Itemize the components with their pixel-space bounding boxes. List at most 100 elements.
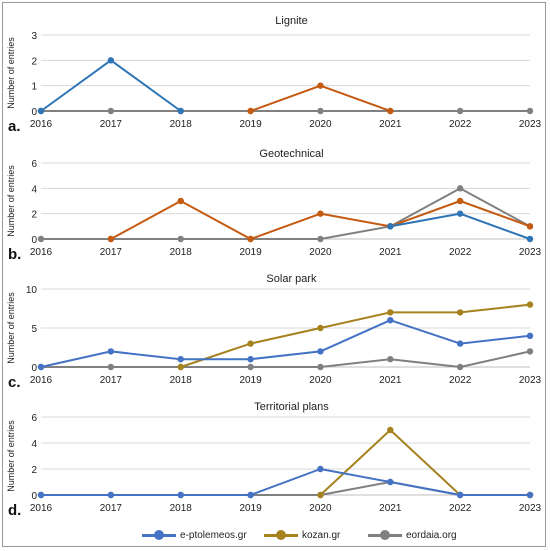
data-point <box>177 197 184 205</box>
x-tick-label: 2019 <box>239 247 262 258</box>
x-tick-label: 2022 <box>449 375 472 386</box>
data-point <box>247 363 254 371</box>
x-tick-label: 2022 <box>449 503 472 514</box>
data-point <box>177 107 184 115</box>
data-point <box>177 491 184 499</box>
x-tick-label: 2021 <box>379 503 402 514</box>
y-tick-label: 6 <box>31 159 37 170</box>
data-point <box>456 185 464 192</box>
chart-title: Solar park <box>266 273 317 285</box>
data-point <box>456 340 464 347</box>
data-point <box>387 317 394 324</box>
legend-swatch-icon <box>264 528 298 542</box>
data-point <box>387 356 394 363</box>
x-tick-label: 2017 <box>100 503 123 514</box>
chart-title: Geotechnical <box>259 148 323 160</box>
y-tick-label: 4 <box>31 184 37 195</box>
chart-title: Lignite <box>275 15 307 27</box>
data-point <box>317 363 324 371</box>
y-axis-label: Number of entries <box>6 37 16 109</box>
legend-label: eordaia.org <box>406 529 457 541</box>
data-point <box>387 478 394 486</box>
figure-frame <box>2 2 546 547</box>
data-point <box>317 235 324 243</box>
y-tick-label: 2 <box>31 56 37 67</box>
data-point <box>526 223 534 230</box>
y-tick-label: 1 <box>31 82 37 93</box>
x-tick-label: 2018 <box>170 247 193 258</box>
data-point <box>526 348 534 355</box>
x-tick-label: 2022 <box>449 119 472 130</box>
panel-label: b. <box>8 246 21 263</box>
series-line <box>41 468 530 496</box>
y-axis-label: Number of entries <box>6 420 16 492</box>
series-line <box>41 187 531 240</box>
x-tick-label: 2019 <box>239 375 262 386</box>
x-tick-label: 2018 <box>170 119 193 130</box>
x-tick-label: 2018 <box>170 503 193 514</box>
panel-label: d. <box>8 502 21 519</box>
x-tick-label: 2020 <box>309 503 332 514</box>
data-point <box>526 107 534 115</box>
data-point <box>317 465 324 473</box>
data-point <box>526 332 534 339</box>
x-tick-label: 2021 <box>379 119 402 130</box>
data-point <box>177 235 184 243</box>
data-point <box>107 348 115 355</box>
data-point <box>177 356 184 363</box>
data-point <box>177 363 184 371</box>
data-point <box>456 210 464 217</box>
y-tick-label: 10 <box>26 285 38 296</box>
x-tick-label: 2019 <box>239 119 262 130</box>
series-line <box>180 303 531 368</box>
series-line <box>41 350 531 368</box>
panel-label: c. <box>8 374 21 391</box>
data-point <box>526 491 534 499</box>
x-tick-label: 2016 <box>30 503 53 514</box>
x-tick-label: 2023 <box>519 247 542 258</box>
data-point <box>387 107 394 115</box>
data-point <box>317 107 324 115</box>
data-point <box>107 235 115 243</box>
x-tick-label: 2023 <box>519 375 542 386</box>
x-tick-label: 2021 <box>379 247 402 258</box>
data-point <box>37 235 45 243</box>
x-tick-label: 2020 <box>309 119 332 130</box>
y-tick-label: 0 <box>31 235 37 246</box>
series-line <box>319 429 530 496</box>
data-point <box>456 363 464 371</box>
legend-item-e-ptolemeos: e-ptolemeos.gr <box>142 526 247 544</box>
data-point <box>317 324 324 332</box>
y-tick-label: 0 <box>31 107 37 118</box>
y-axis-label: Number of entries <box>6 165 16 237</box>
y-tick-label: 2 <box>31 465 37 476</box>
data-point <box>317 348 324 355</box>
data-point <box>456 309 464 316</box>
data-point <box>387 223 394 230</box>
x-tick-label: 2016 <box>30 375 53 386</box>
data-point <box>387 426 394 434</box>
data-point <box>107 491 115 499</box>
y-tick-label: 0 <box>31 363 37 374</box>
legend-swatch-icon <box>368 528 402 542</box>
legend-label: e-ptolemeos.gr <box>180 529 247 541</box>
legend-dot <box>276 530 286 540</box>
legend-item-kozan: kozan.gr <box>264 526 340 544</box>
data-point <box>247 107 254 115</box>
data-point <box>456 107 464 115</box>
data-point <box>526 301 534 308</box>
data-point <box>456 491 464 499</box>
data-point <box>317 491 324 499</box>
data-point <box>247 356 254 363</box>
y-tick-label: 4 <box>31 439 37 450</box>
series-line <box>110 200 531 240</box>
chart-title: Territorial plans <box>254 401 329 413</box>
x-tick-label: 2016 <box>30 119 53 130</box>
x-tick-label: 2020 <box>309 247 332 258</box>
data-point <box>456 197 464 205</box>
y-tick-label: 2 <box>31 210 37 221</box>
data-point <box>37 107 45 115</box>
series-line <box>40 319 531 368</box>
legend-item-eordaia: eordaia.org <box>368 526 457 544</box>
